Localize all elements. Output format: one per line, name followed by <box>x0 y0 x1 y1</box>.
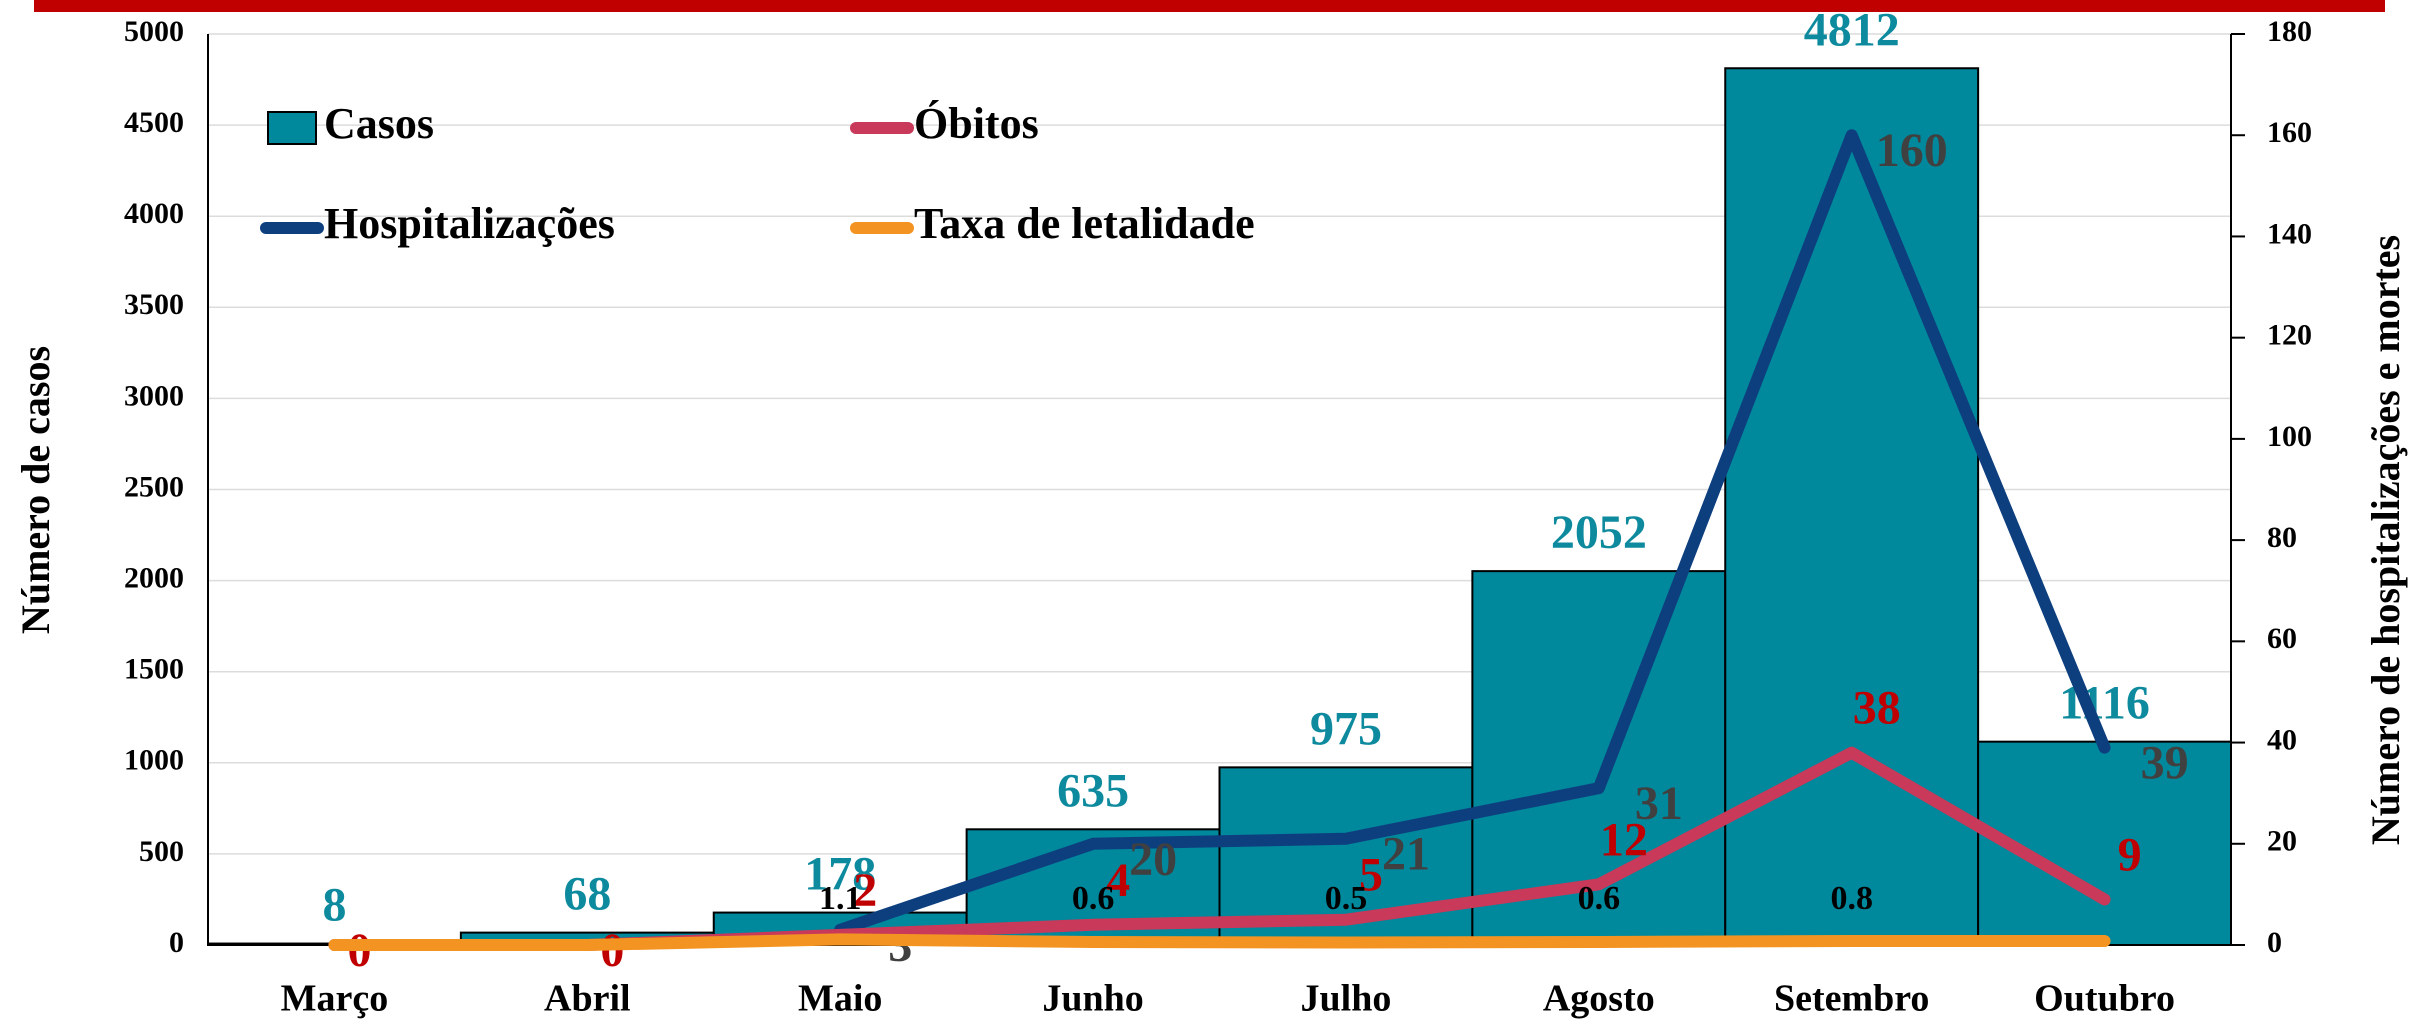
y-tick-label: 5000 <box>124 15 184 48</box>
legend-label: Casos <box>324 99 434 148</box>
data-label: 160 <box>1876 124 1948 177</box>
x-tick-label: Setembro <box>1774 978 1930 1020</box>
y2-tick-label: 40 <box>2267 723 2297 756</box>
data-label: 4 <box>1106 854 1130 907</box>
line <box>834 129 2111 936</box>
legend-swatch <box>267 111 317 145</box>
data-label: 21 <box>1382 828 1430 881</box>
x-tick-label: Agosto <box>1543 978 1655 1020</box>
y-tick-label: 1000 <box>124 744 184 777</box>
data-label: 4812 <box>1804 3 1900 56</box>
bar <box>1977 740 2232 946</box>
y-tick-label: 500 <box>139 835 184 868</box>
data-label: 0.8 <box>1830 880 1873 917</box>
bar <box>1724 67 1980 946</box>
data-label: 68 <box>563 868 611 921</box>
y2-axis-title: Número de hospitalizações e mortes <box>2363 235 2408 845</box>
data-label: 2 <box>853 864 877 917</box>
y2-tick-label: 60 <box>2267 622 2297 655</box>
data-label: 975 <box>1310 702 1382 755</box>
y-tick-label: 2000 <box>124 561 184 594</box>
y2-tick-label: 120 <box>2267 319 2312 352</box>
y2-tick-label: 100 <box>2267 420 2312 453</box>
x-tick-label: Abril <box>544 978 631 1020</box>
y-axis-title: Número de casos <box>13 346 58 634</box>
data-label: 39 <box>2141 737 2189 790</box>
data-label: 8 <box>322 879 346 932</box>
legend-label: Óbitos <box>914 99 1039 148</box>
data-label: 1.1 <box>819 880 862 917</box>
data-label: 0.6 <box>1072 880 1115 917</box>
y-tick-label: 3500 <box>124 288 184 321</box>
x-tick-label: Maio <box>798 978 882 1020</box>
y-tick-label: 0 <box>169 926 184 959</box>
y-tick-label: 1500 <box>124 653 184 686</box>
data-label: 31 <box>1635 777 1683 830</box>
y-tick-label: 4000 <box>124 197 184 230</box>
data-label: 20 <box>1129 833 1177 886</box>
x-tick-label: Julho <box>1301 978 1392 1020</box>
legend-label: Taxa de letalidade <box>914 199 1255 248</box>
y-tick-label: 3000 <box>124 379 184 412</box>
data-label: 178 <box>804 848 876 901</box>
data-label: 0.5 <box>1325 880 1368 917</box>
line <box>328 933 2111 951</box>
data-label: 635 <box>1057 764 1129 817</box>
data-label: 38 <box>1853 682 1901 735</box>
y2-tick-label: 180 <box>2267 15 2312 48</box>
y2-tick-label: 20 <box>2267 825 2297 858</box>
data-label: 12 <box>1600 813 1648 866</box>
x-tick-label: Outubro <box>2034 978 2175 1020</box>
y-tick-label: 4500 <box>124 106 184 139</box>
data-label: 2052 <box>1551 506 1647 559</box>
y2-tick-label: 160 <box>2267 116 2312 149</box>
y2-tick-label: 140 <box>2267 217 2312 250</box>
y-tick-label: 2500 <box>124 470 184 503</box>
legend-label: Hospitalizações <box>324 199 615 248</box>
data-label: 9 <box>2118 828 2142 881</box>
y2-tick-label: 0 <box>2267 926 2282 959</box>
x-tick-label: Março <box>281 978 389 1020</box>
data-label: 0.6 <box>1578 880 1621 917</box>
y2-tick-label: 80 <box>2267 521 2297 554</box>
x-tick-label: Junho <box>1042 978 1143 1020</box>
data-label: 5 <box>1359 849 1383 902</box>
header-bar <box>34 0 2385 12</box>
